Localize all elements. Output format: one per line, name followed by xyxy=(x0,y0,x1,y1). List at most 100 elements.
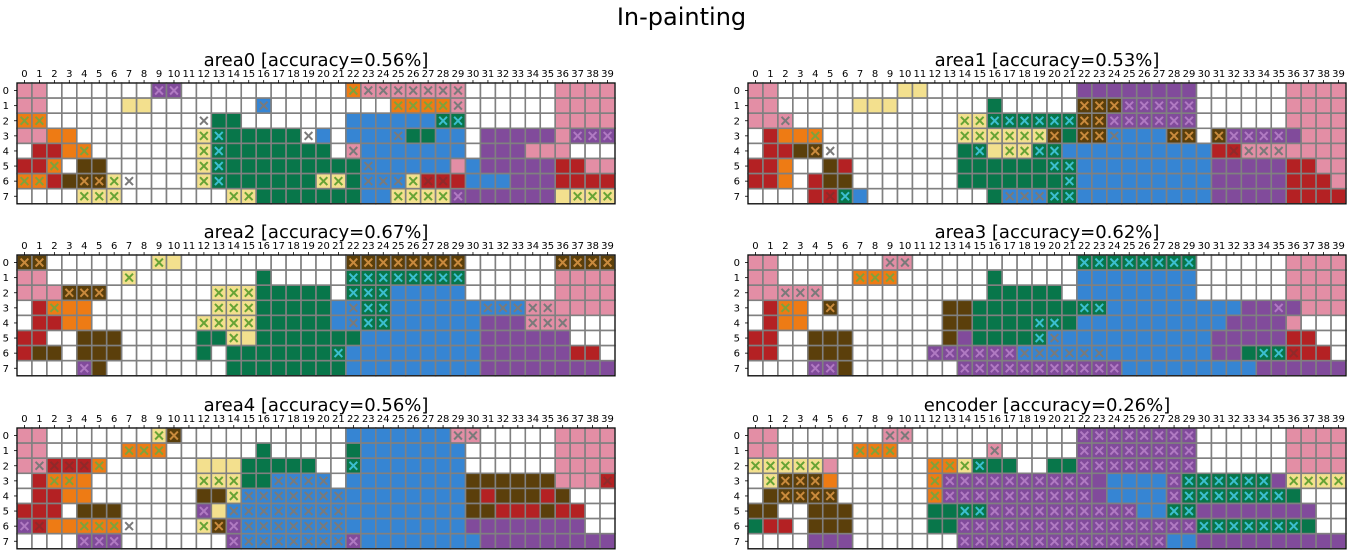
error-mark xyxy=(94,176,104,186)
heatmap-cell xyxy=(1270,82,1287,99)
heatmap-cell xyxy=(105,359,123,377)
heatmap-cell xyxy=(479,112,497,130)
heatmap-cell xyxy=(851,329,869,347)
heatmap-cell xyxy=(881,314,899,332)
heatmap-cell xyxy=(986,269,1003,287)
error-mark xyxy=(1049,363,1060,373)
heatmap-cell xyxy=(494,269,512,287)
error-mark xyxy=(1259,348,1269,358)
error-mark xyxy=(1154,116,1164,126)
heatmap-cell xyxy=(225,442,243,460)
heatmap-cell xyxy=(509,269,527,287)
heatmap-cell xyxy=(270,359,287,377)
heatmap-cell xyxy=(836,157,854,175)
error-mark xyxy=(1124,461,1134,471)
heatmap-cell xyxy=(539,254,556,271)
error-mark xyxy=(408,85,418,96)
heatmap-cell xyxy=(569,329,586,347)
error-mark xyxy=(795,461,805,471)
heatmap-cell xyxy=(911,427,929,444)
heatmap-cell xyxy=(434,157,452,175)
y-tick-label: 5 xyxy=(3,162,9,173)
heatmap-cell xyxy=(1076,284,1093,302)
heatmap-cell xyxy=(105,157,123,175)
heatmap-cell xyxy=(1016,269,1033,287)
error-mark xyxy=(780,491,790,501)
heatmap-cell xyxy=(300,157,317,175)
heatmap-cell xyxy=(1165,82,1183,99)
heatmap-cell xyxy=(956,427,974,444)
heatmap-cell xyxy=(479,142,497,160)
x-tick-label: 28 xyxy=(437,69,450,80)
heatmap-cell xyxy=(836,532,854,550)
heatmap-cell xyxy=(539,112,556,130)
y-tick-label: 7 xyxy=(3,192,9,203)
heatmap-cell xyxy=(777,442,794,460)
heatmap-cell xyxy=(120,299,138,317)
heatmap-cell xyxy=(1225,442,1243,460)
error-mark xyxy=(274,491,284,501)
heatmap-cell xyxy=(896,299,914,317)
heatmap-cell xyxy=(986,172,1003,190)
heatmap-cell xyxy=(449,284,467,302)
error-mark xyxy=(750,461,761,471)
heatmap-cell xyxy=(285,329,302,347)
x-tick-label: 37 xyxy=(571,69,584,80)
error-mark xyxy=(602,476,613,486)
heatmap-cell xyxy=(1330,142,1347,160)
heatmap-cell xyxy=(762,142,779,160)
error-mark xyxy=(1274,521,1284,531)
heatmap-cell xyxy=(777,254,794,271)
heatmap-cell xyxy=(419,457,437,475)
heatmap-cell xyxy=(150,97,168,115)
heatmap-cell xyxy=(762,187,779,205)
x-tick-label: 18 xyxy=(287,414,300,425)
heatmap-cell xyxy=(569,299,586,317)
x-tick-label: 33 xyxy=(511,414,524,425)
error-mark xyxy=(244,318,254,328)
heatmap-cell xyxy=(270,299,287,317)
heatmap-cell xyxy=(777,517,794,535)
error-mark xyxy=(543,303,553,313)
error-mark xyxy=(885,445,895,456)
heatmap-cell xyxy=(569,269,586,287)
heatmap-cell xyxy=(165,157,183,175)
heatmap-cell xyxy=(330,442,347,460)
heatmap-cell xyxy=(240,112,257,130)
heatmap-cell xyxy=(434,299,452,317)
heatmap-cell xyxy=(135,299,153,317)
heatmap-cell xyxy=(1285,457,1302,475)
heatmap-cell xyxy=(866,359,884,377)
heatmap-cell xyxy=(941,284,959,302)
heatmap-cell xyxy=(554,187,571,205)
error-mark xyxy=(1154,521,1164,531)
heatmap-cell xyxy=(1330,157,1347,175)
heatmap-cell xyxy=(806,502,824,520)
heatmap-cell xyxy=(285,314,302,332)
heatmap-cell xyxy=(971,157,988,175)
x-tick-label: 2 xyxy=(782,241,788,252)
error-mark xyxy=(1094,445,1104,456)
heatmap-cell xyxy=(479,82,497,99)
x-tick-label: 1 xyxy=(767,241,773,252)
heatmap-cell xyxy=(255,329,272,347)
heatmap-cell xyxy=(225,359,243,377)
heatmap-cell xyxy=(105,487,123,505)
error-mark xyxy=(990,521,1000,531)
heatmap-cell xyxy=(165,487,183,505)
heatmap-cell xyxy=(345,127,362,145)
error-mark xyxy=(348,288,358,298)
error-mark xyxy=(79,176,89,186)
heatmap-cell xyxy=(1330,127,1347,145)
heatmap-cell xyxy=(255,127,272,145)
error-mark xyxy=(438,176,448,186)
heatmap-cell xyxy=(270,269,287,287)
heatmap-cell xyxy=(300,314,317,332)
error-mark xyxy=(348,303,358,313)
heatmap-cell xyxy=(792,329,809,347)
heatmap-cell xyxy=(315,284,332,302)
heatmap-cell xyxy=(315,427,332,444)
heatmap-cell xyxy=(911,112,929,130)
heatmap-cell xyxy=(1315,82,1332,99)
heatmap-cell xyxy=(1240,254,1258,271)
